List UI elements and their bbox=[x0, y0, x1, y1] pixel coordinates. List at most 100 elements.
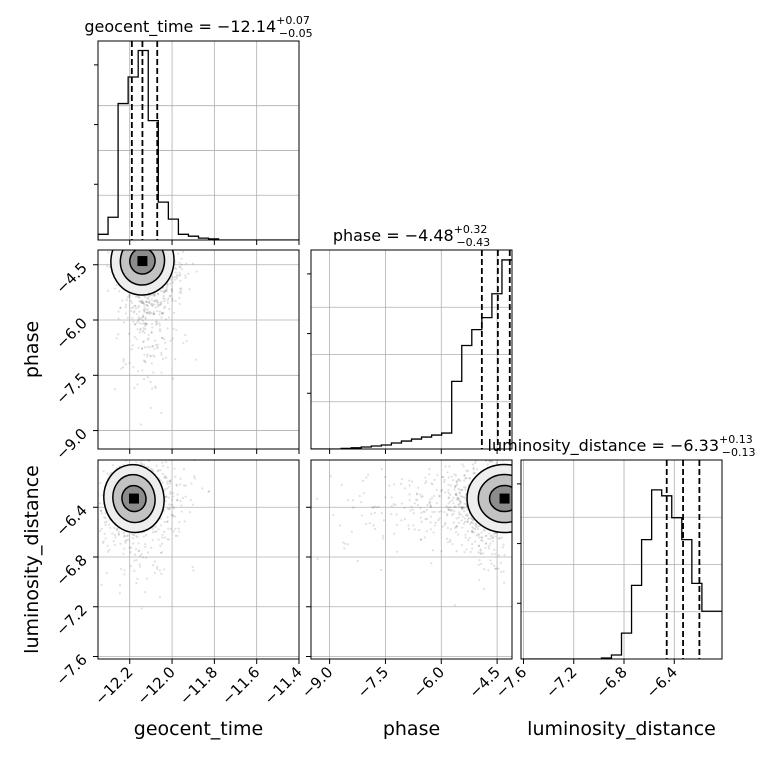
sample-point bbox=[408, 499, 411, 502]
sample-point bbox=[395, 453, 397, 455]
sample-point bbox=[421, 495, 424, 498]
sample-point bbox=[171, 290, 174, 293]
sample-point bbox=[382, 457, 384, 459]
contour-outer bbox=[110, 250, 175, 296]
sample-point bbox=[140, 553, 143, 556]
sample-point bbox=[458, 497, 461, 500]
sample-point bbox=[481, 536, 484, 539]
sample-point bbox=[149, 354, 152, 357]
sample-point bbox=[169, 527, 173, 530]
sample-point bbox=[180, 510, 183, 513]
sample-point bbox=[106, 264, 109, 268]
sample-point bbox=[163, 290, 167, 293]
sample-point bbox=[161, 461, 164, 464]
sample-point bbox=[142, 440, 144, 442]
sample-point bbox=[445, 537, 449, 540]
sample-point bbox=[450, 513, 454, 516]
sample-point bbox=[144, 545, 147, 548]
sample-point bbox=[133, 553, 137, 556]
sample-point bbox=[494, 567, 497, 570]
sample-point bbox=[166, 299, 169, 302]
sample-point bbox=[166, 516, 169, 519]
sample-point bbox=[151, 345, 154, 348]
grid-phase bbox=[311, 250, 512, 449]
sample-point bbox=[467, 516, 470, 520]
sample-point bbox=[455, 526, 458, 529]
sample-point bbox=[435, 488, 438, 492]
sample-point bbox=[179, 273, 182, 276]
sample-point bbox=[461, 526, 464, 529]
sample-point bbox=[380, 511, 384, 515]
sample-point bbox=[477, 533, 480, 536]
sample-point bbox=[184, 333, 187, 337]
sample-point bbox=[452, 521, 455, 524]
sample-point bbox=[166, 482, 169, 485]
sample-point bbox=[146, 551, 150, 554]
sample-point bbox=[168, 479, 171, 483]
sample-point bbox=[420, 511, 423, 514]
sample-point bbox=[157, 469, 160, 472]
sample-point bbox=[174, 358, 177, 361]
sample-point bbox=[500, 536, 503, 539]
sample-point bbox=[139, 461, 142, 464]
sample-point bbox=[207, 490, 210, 493]
sample-point bbox=[455, 525, 458, 528]
sample-point bbox=[453, 526, 456, 530]
sample-point bbox=[491, 552, 494, 556]
sample-point bbox=[488, 532, 491, 535]
sample-point bbox=[480, 445, 482, 447]
sample-point bbox=[178, 271, 181, 274]
ytick-label-luminosity_distance: −7.6 bbox=[52, 651, 90, 689]
sample-point bbox=[171, 515, 175, 518]
sample-point bbox=[160, 300, 163, 303]
sample-point bbox=[142, 308, 146, 311]
contour-middle bbox=[112, 473, 156, 524]
sample-point bbox=[381, 537, 385, 540]
sample-point bbox=[143, 310, 146, 314]
sample-point bbox=[144, 323, 148, 326]
sample-point bbox=[178, 296, 181, 300]
sample-point bbox=[159, 469, 162, 472]
sample-point bbox=[419, 507, 422, 510]
sample-point bbox=[106, 544, 109, 547]
sample-point bbox=[474, 472, 477, 475]
sample-point bbox=[150, 322, 154, 326]
sample-point bbox=[449, 484, 452, 487]
sample-point bbox=[143, 296, 147, 299]
sample-point bbox=[143, 353, 146, 356]
sample-point bbox=[129, 564, 132, 568]
contour-middle bbox=[477, 473, 512, 524]
sample-point bbox=[174, 244, 176, 246]
sample-point bbox=[373, 527, 377, 530]
sample-point bbox=[156, 567, 159, 570]
sample-point bbox=[466, 520, 469, 523]
sample-point bbox=[137, 304, 141, 308]
sample-point bbox=[456, 497, 459, 500]
sample-point bbox=[137, 550, 140, 553]
title-minus: −0.43 bbox=[456, 236, 490, 249]
sample-point bbox=[465, 469, 468, 472]
sample-point bbox=[399, 482, 403, 486]
sample-point bbox=[444, 491, 447, 494]
sample-point bbox=[447, 483, 450, 486]
sample-point bbox=[122, 360, 125, 363]
sample-point bbox=[468, 536, 471, 540]
sample-point bbox=[451, 542, 454, 546]
sample-point bbox=[408, 479, 411, 482]
sample-point bbox=[104, 523, 107, 526]
sample-point bbox=[130, 301, 134, 304]
sample-point bbox=[124, 541, 127, 544]
sample-point bbox=[163, 305, 167, 308]
sample-point bbox=[185, 262, 188, 265]
sample-point bbox=[144, 327, 147, 331]
panels-layer bbox=[92, 40, 723, 660]
sample-point bbox=[480, 536, 483, 539]
sample-point bbox=[140, 347, 143, 351]
sample-point bbox=[359, 501, 363, 504]
sample-point bbox=[166, 283, 169, 286]
sample-point bbox=[179, 266, 182, 269]
sample-point bbox=[189, 499, 192, 502]
sample-point bbox=[178, 287, 182, 290]
sample-point bbox=[163, 300, 166, 303]
sample-point bbox=[92, 545, 94, 547]
